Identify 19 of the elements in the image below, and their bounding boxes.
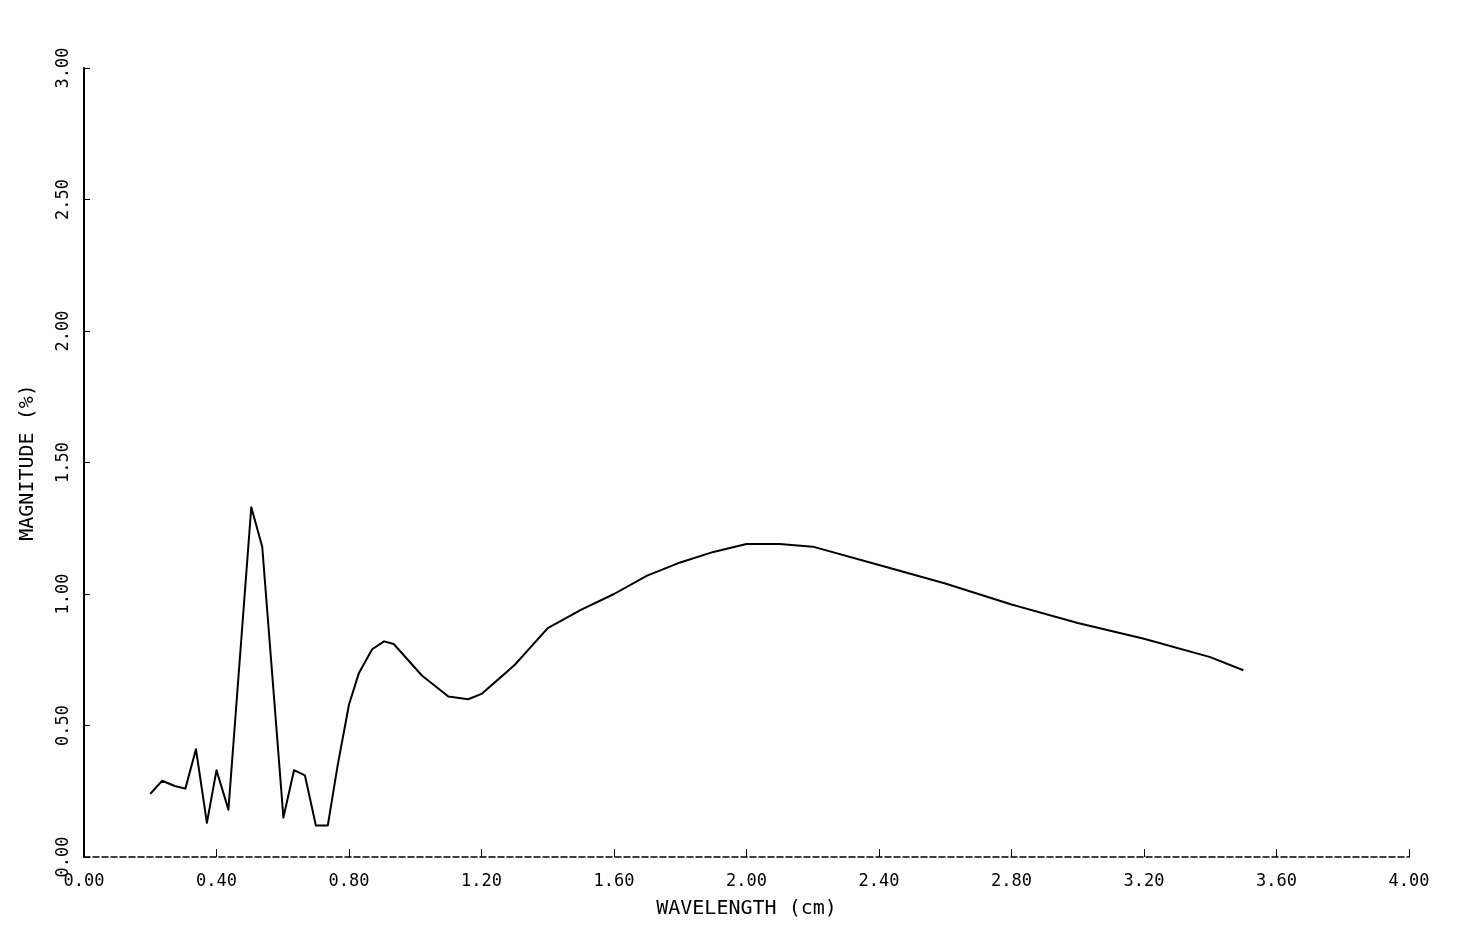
x-tick-label: 1.20: [461, 869, 502, 890]
y-tick-label: 2.50: [51, 179, 72, 220]
x-tick-label: 2.40: [858, 869, 900, 890]
x-tick-label: 3.20: [1123, 869, 1165, 890]
y-tick-label: 2.00: [51, 310, 72, 352]
y-axis-title: MAGNITUDE (%): [14, 384, 38, 541]
y-tick-label: 3.00: [51, 47, 72, 89]
y-tick-label: 0.50: [51, 705, 72, 746]
y-tick-label: 1.00: [51, 573, 72, 615]
line-series: [149, 506, 1245, 827]
y-tick-label: 1.50: [51, 442, 72, 483]
x-tick-label: 1.60: [593, 869, 635, 890]
x-axis-title: WAVELENGTH (cm): [656, 895, 837, 919]
x-tick-label: 0.40: [196, 869, 237, 890]
x-tick-label: 2.80: [991, 869, 1032, 890]
x-tick-label: 4.00: [1388, 869, 1430, 890]
x-tick-label: 3.60: [1256, 869, 1297, 890]
x-tick-label: 0.80: [328, 869, 370, 890]
x-tick-label: 2.00: [726, 869, 767, 890]
